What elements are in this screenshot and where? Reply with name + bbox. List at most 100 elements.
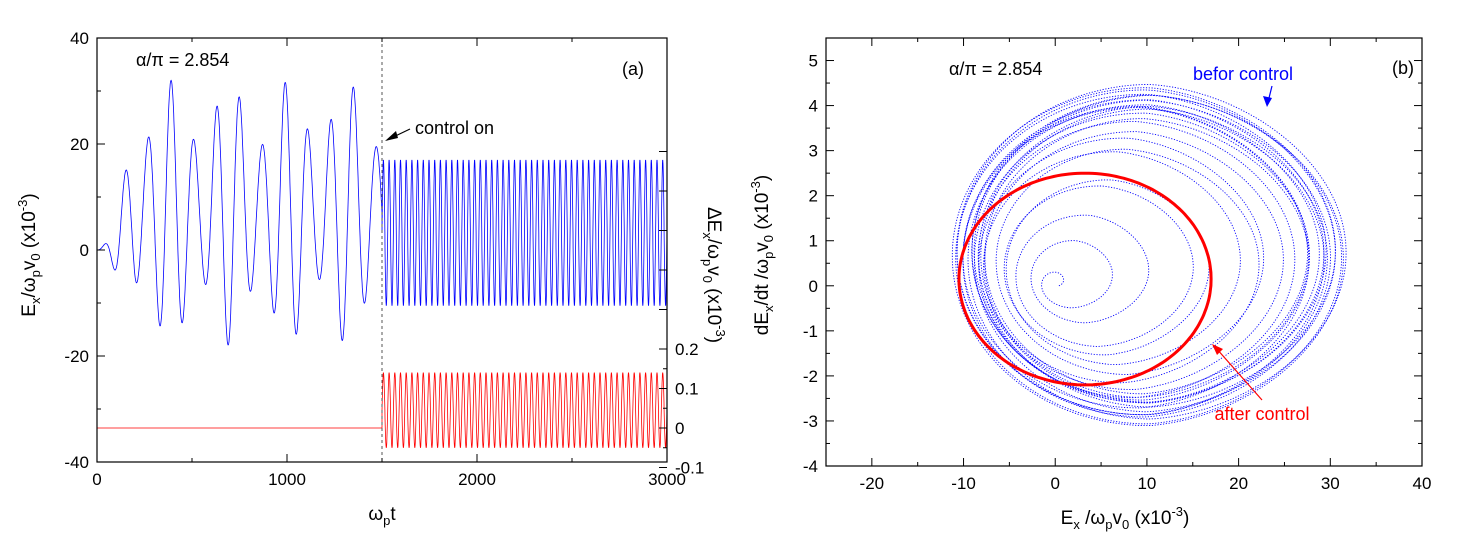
label-subscript: p: [761, 252, 776, 259]
label-part: t: [390, 504, 396, 525]
after-control-arrow: [1212, 344, 1263, 401]
label-part: ): [1183, 508, 1189, 529]
label-part: ): [19, 193, 40, 199]
panel-a-plot-area: [97, 38, 668, 462]
x-tick-label: 30: [1321, 474, 1340, 493]
y-tick-label-left: 20: [70, 135, 89, 154]
label-part: (x10: [19, 211, 40, 253]
label-part: v: [703, 266, 724, 276]
x-tick-label: 20: [1229, 474, 1248, 493]
y-tick-label: 5: [809, 52, 818, 71]
arrow-shaft: [1215, 347, 1263, 401]
label-part: v: [1112, 508, 1122, 529]
label-subscript: 0: [700, 276, 715, 283]
label-part: E: [19, 304, 40, 317]
label-part: /dt /ω: [752, 259, 773, 306]
label-part: v: [19, 260, 40, 270]
label-part: (x10: [703, 283, 724, 325]
x-tick-label: 0: [92, 470, 101, 489]
label-part: ): [752, 175, 773, 181]
before-control-label: befor control: [1193, 64, 1293, 84]
y-tick-label-right: 0: [675, 419, 684, 438]
control-on-annotation: control on: [415, 118, 494, 138]
label-part: v: [752, 242, 773, 252]
label-part: (x10: [752, 193, 773, 235]
label-part: ω: [368, 504, 383, 525]
after-control-cycle: [957, 171, 1213, 387]
label-part: /ω: [1080, 508, 1106, 529]
x-tick-label: -10: [951, 474, 976, 493]
label-subscript: 0: [761, 235, 776, 242]
y-axis-label-right: ΔEx/ωpv0 (x10-3): [700, 207, 728, 343]
label-part: ΔE: [703, 207, 724, 232]
y-tick-label: 3: [809, 142, 818, 161]
panel-a-chart: 0 1000 2000 3000-40-2002040-0.100.10.2ωptEx…: [15, 29, 728, 528]
panel-a-parameter-annotation: α/π = 2.854: [136, 50, 229, 70]
y-tick-label-left: -40: [64, 453, 89, 472]
red-control-series: [97, 372, 668, 448]
x-tick-label: 3000: [648, 470, 686, 489]
panel-b-frame: [825, 37, 1423, 467]
label-subscript: p: [383, 513, 390, 528]
label-subscript: 0: [1122, 517, 1129, 532]
label-superscript: -3: [1171, 504, 1183, 519]
label-subscript: p: [700, 259, 715, 266]
label-part: /ω: [703, 239, 724, 259]
label-subscript: p: [28, 270, 43, 277]
y-tick-label-right: 0.2: [675, 340, 699, 359]
y-axis-label: dEx/dt /ωpv0 (x10-3): [748, 175, 776, 335]
label-subscript: 0: [28, 253, 43, 260]
arrow-head: [385, 131, 398, 141]
label-subscript: x: [1073, 517, 1080, 532]
label-superscript: -3: [713, 325, 728, 337]
y-tick-label: -4: [803, 457, 818, 476]
y-tick-label: 4: [809, 97, 818, 116]
y-tick-label-right: -0.1: [675, 459, 704, 478]
x-tick-label: -20: [860, 474, 885, 493]
y-tick-label: 1: [809, 232, 818, 251]
label-subscript: x: [700, 232, 715, 239]
y-tick-label: -3: [803, 412, 818, 431]
label-superscript: -3: [15, 200, 30, 212]
label-superscript: -3: [748, 181, 763, 193]
panel-a-label: (a): [622, 59, 644, 79]
y-tick-label: 0: [809, 277, 818, 296]
x-tick-label: 2000: [458, 470, 496, 489]
y-tick-label: -1: [803, 322, 818, 341]
x-axis-label: Ex /ωpv0 (x10-3): [1061, 504, 1190, 532]
control-on-arrow: [385, 128, 411, 141]
y-tick-label-left: -20: [64, 347, 89, 366]
before-control-trajectory: [951, 83, 1347, 427]
y-tick-label-right: 0.1: [675, 380, 699, 399]
label-subscript: x: [761, 305, 776, 312]
y-axis-label-left: Ex/ωpv0 (x10-3): [15, 193, 43, 316]
label-part: dE: [752, 312, 773, 335]
label-part: /ω: [19, 277, 40, 297]
arrow-head: [1212, 344, 1223, 355]
arrow-head: [1263, 96, 1272, 107]
panel-b-label: (b): [1392, 58, 1414, 78]
label-subscript: x: [28, 297, 43, 304]
x-tick-label: 1000: [268, 470, 306, 489]
x-tick-label: 0: [1050, 474, 1059, 493]
y-tick-label-left: 0: [80, 241, 89, 260]
x-tick-label: 10: [1137, 474, 1156, 493]
x-axis-label: ωpt: [368, 504, 396, 528]
y-tick-label: -2: [803, 367, 818, 386]
blue-field-series: [97, 79, 668, 346]
label-part: E: [1061, 508, 1074, 529]
panel-b-plot-area: [951, 83, 1347, 427]
label-part: ): [703, 337, 724, 343]
y-tick-label-left: 40: [70, 29, 89, 48]
label-subscript: p: [1105, 517, 1112, 532]
panel-a-axes: 0 1000 2000 3000-40-2002040-0.100.10.2ωptEx…: [15, 29, 728, 528]
panel-b-parameter-annotation: α/π = 2.854: [949, 59, 1042, 79]
y-tick-label: 2: [809, 187, 818, 206]
label-part: (x10: [1129, 508, 1171, 529]
x-tick-label: 40: [1413, 474, 1432, 493]
before-control-arrow: [1263, 85, 1273, 107]
after-control-label: after control: [1214, 404, 1309, 424]
